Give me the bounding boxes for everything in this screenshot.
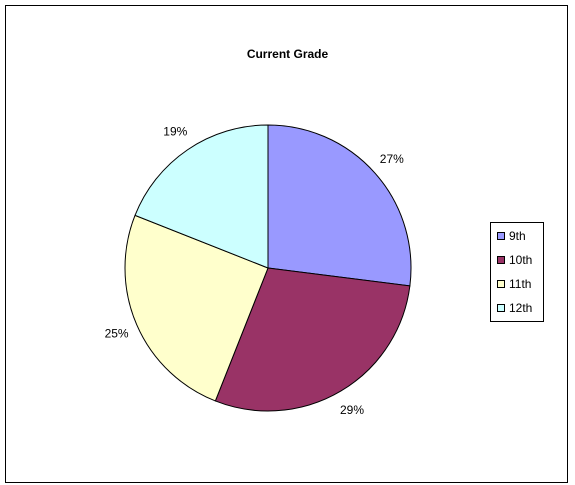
legend-swatch-12th — [497, 304, 505, 312]
data-label-11th: 25% — [105, 327, 129, 341]
legend-item-9th: 9th — [497, 229, 526, 243]
legend-swatch-10th — [497, 256, 505, 264]
pie-slice-12th — [134, 124, 269, 269]
legend-label-10th: 10th — [509, 253, 533, 267]
pie-slice-10th — [214, 267, 411, 412]
pie-slice-11th — [124, 214, 269, 402]
legend-item-10th: 10th — [497, 253, 532, 267]
data-label-9th: 27% — [380, 152, 404, 166]
legend: 9th 10th 11th 12th — [490, 222, 544, 322]
legend-label-12th: 12th — [509, 301, 533, 315]
legend-swatch-9th — [497, 232, 505, 240]
legend-swatch-11th — [497, 280, 505, 288]
chart-title: Current Grade — [246, 47, 329, 61]
legend-label-9th: 9th — [509, 229, 526, 243]
legend-label-11th: 11th — [509, 277, 532, 291]
legend-item-12th: 12th — [497, 301, 532, 315]
data-label-12th: 19% — [163, 125, 187, 139]
data-label-10th: 29% — [340, 403, 364, 417]
legend-item-11th: 11th — [497, 277, 531, 291]
pie-slice-9th — [267, 124, 412, 287]
